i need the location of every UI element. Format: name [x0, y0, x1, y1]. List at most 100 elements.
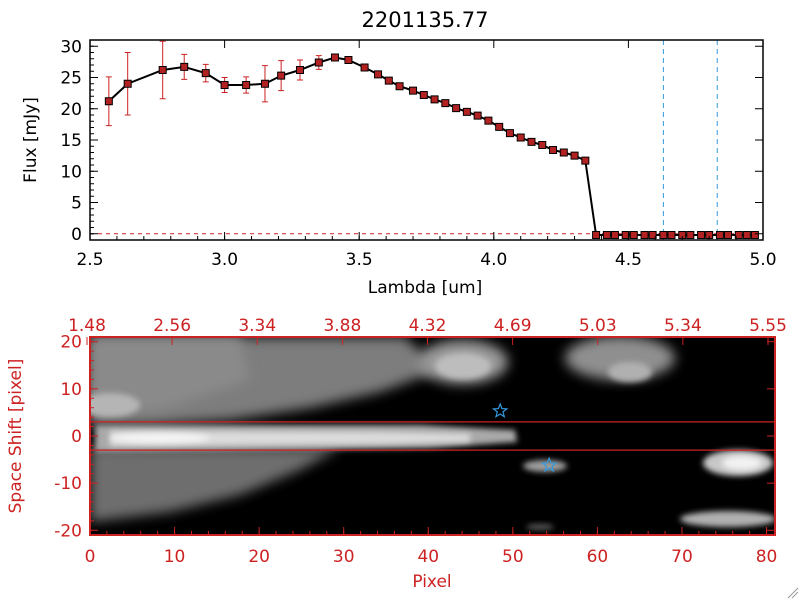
wavelength-tick-label: 3.88 — [323, 316, 361, 336]
data-point — [659, 231, 668, 239]
spectrum-marks — [90, 40, 763, 240]
data-point — [667, 231, 676, 239]
data-point — [330, 53, 339, 62]
wavelength-tick-label: 5.55 — [749, 316, 787, 336]
shift-tick-label: -20 — [54, 521, 82, 541]
data-point — [441, 99, 450, 108]
pixel-tick-label: 50 — [502, 547, 524, 567]
resize-grip-icon[interactable] — [787, 587, 799, 599]
data-point — [610, 231, 619, 239]
y-axis-label: Flux [mJy] — [21, 97, 41, 183]
wavelength-tick-label: 4.32 — [409, 316, 447, 336]
data-point — [505, 129, 514, 138]
y-tick-label: 25 — [60, 69, 82, 89]
data-point — [715, 231, 724, 239]
data-point — [277, 71, 286, 80]
data-point — [104, 97, 113, 106]
x-tick-label: 3.5 — [346, 250, 373, 270]
data-point — [462, 107, 471, 116]
data-point — [419, 91, 428, 99]
spectral-image — [90, 337, 775, 535]
y-tick-label: 5 — [71, 194, 82, 214]
data-point — [629, 231, 638, 239]
pixel-tick-label: 80 — [756, 547, 778, 567]
pixel-tick-label: 10 — [164, 547, 186, 567]
data-point — [374, 70, 383, 79]
chart-title: 2201135.77 — [362, 8, 489, 32]
data-point — [559, 148, 568, 157]
pixel-tick-label: 30 — [333, 547, 355, 567]
image-axes: 0 10 20 30 40 50 60 70 80 1.48 2.56 3.34 3.88 4.32 4.6… — [54, 316, 787, 567]
wavelength-tick-label: 1.48 — [68, 316, 106, 336]
data-point — [409, 86, 418, 95]
y-tick-label: 10 — [60, 162, 82, 182]
data-point — [697, 231, 706, 239]
data-point — [495, 122, 504, 131]
y-tick-label: 30 — [60, 37, 82, 57]
data-point — [686, 231, 695, 239]
pixel-tick-label: 60 — [587, 547, 609, 567]
pixel-tick-label: 20 — [248, 547, 270, 567]
pixel-tick-label: 70 — [671, 547, 693, 567]
wavelength-tick-label: 5.34 — [664, 316, 702, 336]
x-tick-label: 2.5 — [76, 250, 103, 270]
x-axis-label: Lambda [um] — [368, 278, 482, 298]
y-tick-label: 0 — [71, 225, 82, 245]
data-point — [621, 231, 630, 239]
shift-tick-label: 0 — [71, 427, 82, 447]
data-point — [123, 79, 132, 88]
wavelength-tick-label: 4.69 — [494, 316, 532, 336]
data-point — [344, 56, 353, 64]
data-point — [549, 146, 558, 154]
x-tick-label: 4.5 — [615, 250, 642, 270]
data-point — [516, 133, 525, 142]
data-point — [602, 231, 611, 239]
pixel-axis-label: Pixel — [412, 572, 451, 592]
y-tick-label: 20 — [60, 100, 82, 120]
pixel-tick-label: 0 — [85, 547, 96, 567]
pixel-tick-label: 40 — [417, 547, 439, 567]
wavelength-tick-label: 3.34 — [238, 316, 276, 336]
data-point — [648, 231, 657, 239]
x-tick-label: 4.0 — [480, 250, 507, 270]
wavelength-tick-label: 2.56 — [153, 316, 191, 336]
data-point — [452, 104, 461, 113]
data-point — [640, 231, 649, 239]
data-point — [734, 231, 743, 239]
data-point — [527, 137, 536, 146]
wavelength-tick-label: 5.03 — [579, 316, 617, 336]
data-point — [742, 231, 751, 239]
data-point — [484, 116, 493, 125]
data-point — [220, 81, 229, 89]
shift-tick-label: 10 — [60, 380, 82, 400]
spectral-image-panel: 0 10 20 30 40 50 60 70 80 1.48 2.56 3.34 3.88 4.32 4.6… — [6, 316, 787, 592]
image-overlay — [90, 402, 775, 473]
data-point — [295, 66, 304, 74]
data-point — [395, 82, 404, 91]
shift-tick-label: -10 — [54, 474, 82, 494]
y-tick-label: 15 — [60, 131, 82, 151]
data-point — [360, 63, 369, 72]
data-point — [473, 111, 482, 120]
data-point — [538, 141, 547, 149]
data-point — [592, 231, 601, 239]
spectrum-axes: 2.5 3.0 3.5 4.0 4.5 5.0 0 5 10 15 20 25 30 — [60, 37, 776, 270]
x-tick-label: 3.0 — [211, 250, 238, 270]
data-point — [158, 66, 167, 74]
data-point — [430, 95, 439, 104]
data-point — [314, 58, 323, 67]
star-icon — [491, 402, 509, 419]
spectrum-panel: 2201135.77 2.5 3.0 3.5 4.0 4.5 5.0 0 5 10 15 20 25 3… — [21, 8, 777, 298]
series-line — [108, 56, 755, 236]
data-point — [581, 156, 590, 165]
data-point — [180, 62, 189, 71]
space-shift-axis-label: Space Shift [pixel] — [6, 359, 26, 514]
data-point — [724, 231, 733, 239]
data-point — [384, 76, 393, 85]
data-point — [260, 79, 269, 88]
data-point — [201, 69, 210, 78]
data-point — [750, 231, 759, 239]
data-point — [242, 81, 251, 89]
shift-tick-label: 20 — [60, 333, 82, 353]
